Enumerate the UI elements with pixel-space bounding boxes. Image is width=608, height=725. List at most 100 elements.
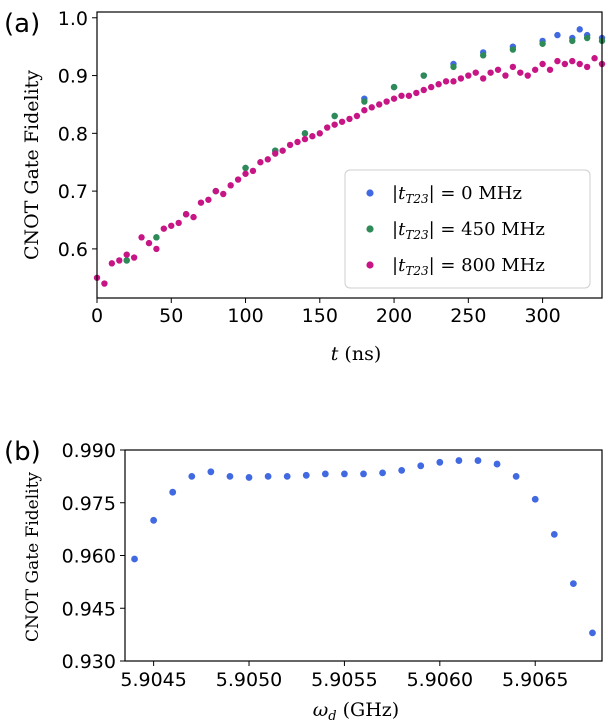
panel-a-x-ticks: 0 50 100 150 200 250 300	[91, 298, 561, 327]
panel-a-plot-area	[96, 11, 603, 299]
series-2-point	[138, 234, 145, 241]
x-tick-label: 300	[524, 305, 560, 327]
series-2-point	[168, 222, 175, 229]
series-2-point	[457, 75, 465, 82]
y-tick-label: 1.0	[58, 8, 88, 30]
series-2-point	[324, 124, 331, 131]
panel-b-point	[474, 457, 482, 464]
series-2-point	[435, 81, 442, 88]
panel-b-point	[264, 472, 272, 480]
panel-a-legend: |tT23| = 0 MHz |tT23| = 450 MHz |tT23| = 8…	[344, 169, 591, 289]
series-1-point	[539, 40, 546, 47]
series-2-point	[182, 211, 190, 218]
panel-b-point	[417, 462, 425, 470]
panel-b-point	[512, 472, 520, 480]
series-2-point	[294, 138, 301, 146]
series-2-point	[257, 159, 264, 166]
series-2-point	[554, 57, 561, 65]
x-tick-label: 150	[302, 305, 338, 327]
panel-b-point	[131, 555, 138, 563]
series-2-point	[472, 69, 479, 76]
series-2-point	[279, 147, 286, 154]
series-1-point	[301, 130, 309, 137]
x-tick-label: 50	[159, 305, 183, 327]
series-2-point	[116, 257, 123, 264]
series-2-point	[212, 187, 220, 195]
series-2-point	[420, 86, 427, 94]
series-2-point	[309, 133, 316, 140]
y-tick-label: 0.960	[62, 546, 116, 568]
series-1-point	[479, 52, 487, 59]
panel-b-point	[360, 470, 367, 478]
series-2-point	[205, 196, 212, 203]
series-1-point	[123, 257, 130, 264]
series-2-point	[502, 72, 509, 79]
series-1-point	[450, 63, 457, 71]
series-2-point	[286, 141, 294, 149]
series-2-point	[264, 156, 272, 163]
legend-entry-0: |tT23| = 0 MHz	[392, 183, 522, 206]
series-2-point	[450, 78, 457, 85]
series-2-point	[583, 63, 591, 71]
series-2-point	[591, 55, 598, 62]
series-2-point	[546, 66, 554, 73]
series-2-point	[494, 66, 502, 73]
x-tick-label: 5.9055	[311, 669, 377, 691]
series-2-point	[479, 75, 487, 82]
panel-a-label: (a)	[4, 9, 40, 39]
panel-b-point	[589, 629, 596, 637]
series-2-point	[405, 92, 413, 99]
series-2-point	[517, 69, 524, 76]
series-2-point	[190, 213, 197, 221]
panel-b-x-axis-label: ωd (GHz)	[313, 699, 399, 724]
series-2-point	[242, 170, 249, 177]
series-1-point	[390, 83, 398, 91]
series-2-point	[390, 95, 398, 102]
panel-a: (a) 0 50 100 150 200 250 300 0.6 0.7 0.8 0.9 1.0 C…	[4, 8, 606, 365]
series-2-point	[576, 60, 583, 68]
series-2-point	[108, 260, 116, 267]
panel-b-point	[569, 580, 577, 588]
legend-entry-1: |tT23| = 450 MHz	[392, 219, 545, 242]
x-tick-label: 100	[227, 305, 263, 327]
series-2-point	[316, 130, 323, 137]
series-1-point	[361, 98, 368, 105]
x-tick-label: 200	[376, 305, 412, 327]
series-2-point	[368, 104, 375, 111]
series-2-point	[220, 190, 227, 198]
panel-b: (b) 5.9045 5.9050 5.9055 5.9060 5.9065 0.930…	[4, 437, 603, 724]
series-2-point	[487, 69, 494, 76]
panel-b-point	[150, 516, 158, 524]
x-tick-label: 250	[450, 305, 486, 327]
panel-b-data-points	[131, 457, 596, 637]
series-2-point	[442, 78, 450, 85]
y-tick-label: 0.8	[58, 123, 88, 145]
series-0-point	[554, 31, 561, 39]
series-2-point	[197, 199, 205, 206]
x-tick-label: 5.9045	[120, 669, 186, 691]
series-2-point	[227, 182, 234, 189]
series-1-point	[569, 37, 576, 45]
series-2-point	[361, 107, 368, 114]
series-2-point	[346, 115, 353, 123]
panel-b-point	[207, 468, 215, 476]
panel-b-point	[379, 469, 386, 477]
legend-box	[344, 169, 591, 289]
panel-b-point	[531, 495, 539, 503]
series-2-point	[465, 72, 472, 79]
y-tick-label: 0.975	[62, 493, 116, 515]
series-2-point	[353, 112, 361, 120]
panel-a-y-axis-label: CNOT Gate Fidelity	[21, 70, 43, 260]
series-2-point	[145, 239, 153, 247]
panel-b-point	[455, 457, 463, 464]
panel-b-point	[283, 472, 291, 480]
series-2-point	[175, 219, 182, 227]
y-tick-label: 0.6	[58, 239, 88, 261]
series-2-point	[531, 66, 539, 73]
series-2-point	[160, 225, 168, 232]
series-2-point	[524, 72, 531, 79]
panel-b-y-axis-label: CNOT Gate Fidelity	[23, 472, 43, 642]
series-1-point	[420, 72, 427, 79]
y-tick-label: 0.7	[58, 181, 88, 203]
